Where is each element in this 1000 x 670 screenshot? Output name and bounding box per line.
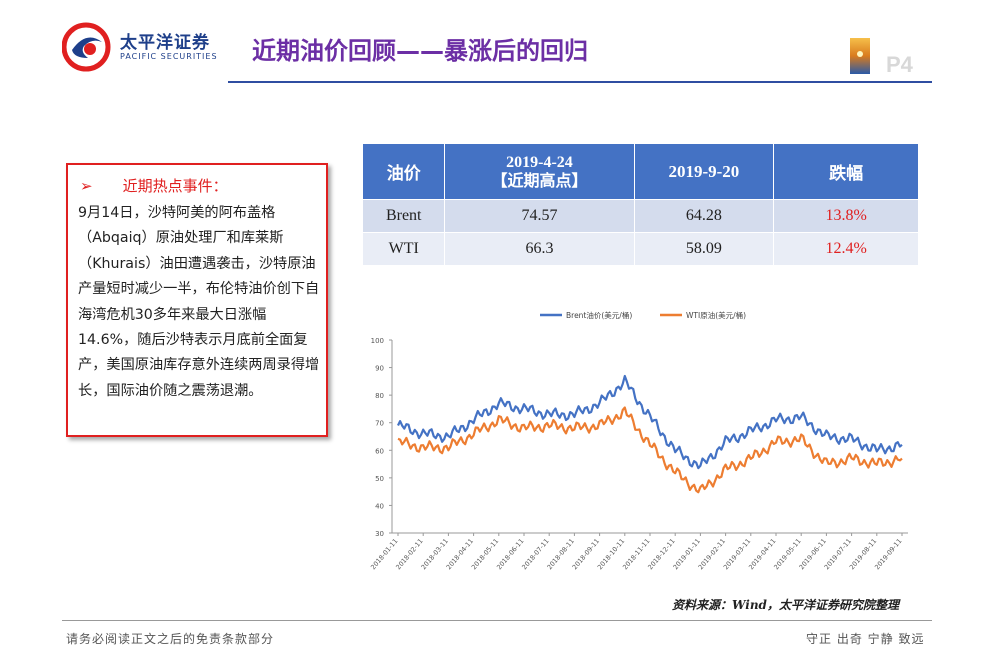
footer-motto: 守正 出奇 宁静 致远 (806, 632, 925, 646)
header-peak-label: 【近期高点】 (491, 172, 588, 190)
cell-name: Brent (361, 199, 446, 233)
table-row: WTI 66.3 58.09 12.4% (361, 232, 919, 266)
chart-source: 资料来源：Wind，太平洋证券研究院整理 (672, 598, 899, 612)
bullet-arrow-icon: ➢ (80, 177, 93, 195)
header-peak-date: 2019-4-24 (506, 153, 573, 171)
legend-label-brent: Brent油价(美元/桶) (566, 310, 632, 320)
header-divider (228, 81, 932, 83)
y-tick-label: 80 (375, 392, 384, 400)
y-tick-label: 40 (375, 502, 384, 510)
page-title: 近期油价回顾——暴涨后的回归 (252, 37, 588, 65)
y-tick-label: 50 (375, 475, 384, 483)
legend-label-wti: WTI原油(美元/桶) (686, 310, 746, 320)
sunrise-image (850, 38, 870, 74)
table-header-row: 油价 2019-4-24 【近期高点】 2019-9-20 跌幅 (361, 143, 919, 200)
event-heading-text: 近期热点事件： (122, 177, 228, 195)
y-tick-label: 100 (371, 337, 384, 345)
cell-drop: 12.4% (773, 232, 919, 266)
cell-current: 58.09 (633, 232, 775, 266)
header-oil: 油价 (361, 143, 446, 200)
event-heading: ➢ 近期热点事件： (80, 175, 228, 196)
cell-peak: 66.3 (444, 232, 635, 266)
table-row: Brent 74.57 64.28 13.8% (361, 199, 919, 233)
series-line-brent (397, 374, 903, 470)
oil-price-table: 油价 2019-4-24 【近期高点】 2019-9-20 跌幅 Brent 7… (361, 143, 919, 266)
logo-english-name: PACIFIC SECURITIES (120, 52, 218, 61)
series-line-wti (397, 406, 903, 494)
cell-name: WTI (361, 232, 446, 266)
cell-drop: 13.8% (773, 199, 919, 233)
header-current: 2019-9-20 (633, 143, 775, 200)
header-drop: 跌幅 (773, 143, 919, 200)
page-number: P4 (886, 52, 913, 77)
cell-peak: 74.57 (444, 199, 635, 233)
event-callout: ➢ 近期热点事件： 9月14日，沙特阿美的阿布盖格（Abqaiq）原油处理厂和库莱… (66, 163, 328, 437)
event-body: 9月14日，沙特阿美的阿布盖格（Abqaiq）原油处理厂和库莱斯（Khurais… (78, 205, 320, 399)
logo-mark-icon (62, 22, 111, 72)
footer-disclaimer: 请务必阅读正文之后的免责条款部分 (66, 632, 275, 646)
company-logo: 太平洋证券 PACIFIC SECURITIES (62, 20, 222, 76)
oil-price-chart: 304050607080901002018-01-112018-02-11201… (369, 310, 908, 571)
logo-chinese-name: 太平洋证券 (120, 33, 210, 53)
header-peak: 2019-4-24 【近期高点】 (444, 143, 635, 200)
y-tick-label: 30 (375, 530, 384, 538)
cell-current: 64.28 (633, 199, 775, 233)
y-tick-label: 90 (375, 365, 384, 373)
y-tick-label: 60 (375, 447, 384, 455)
y-tick-label: 70 (375, 420, 384, 428)
footer-divider (62, 620, 932, 621)
